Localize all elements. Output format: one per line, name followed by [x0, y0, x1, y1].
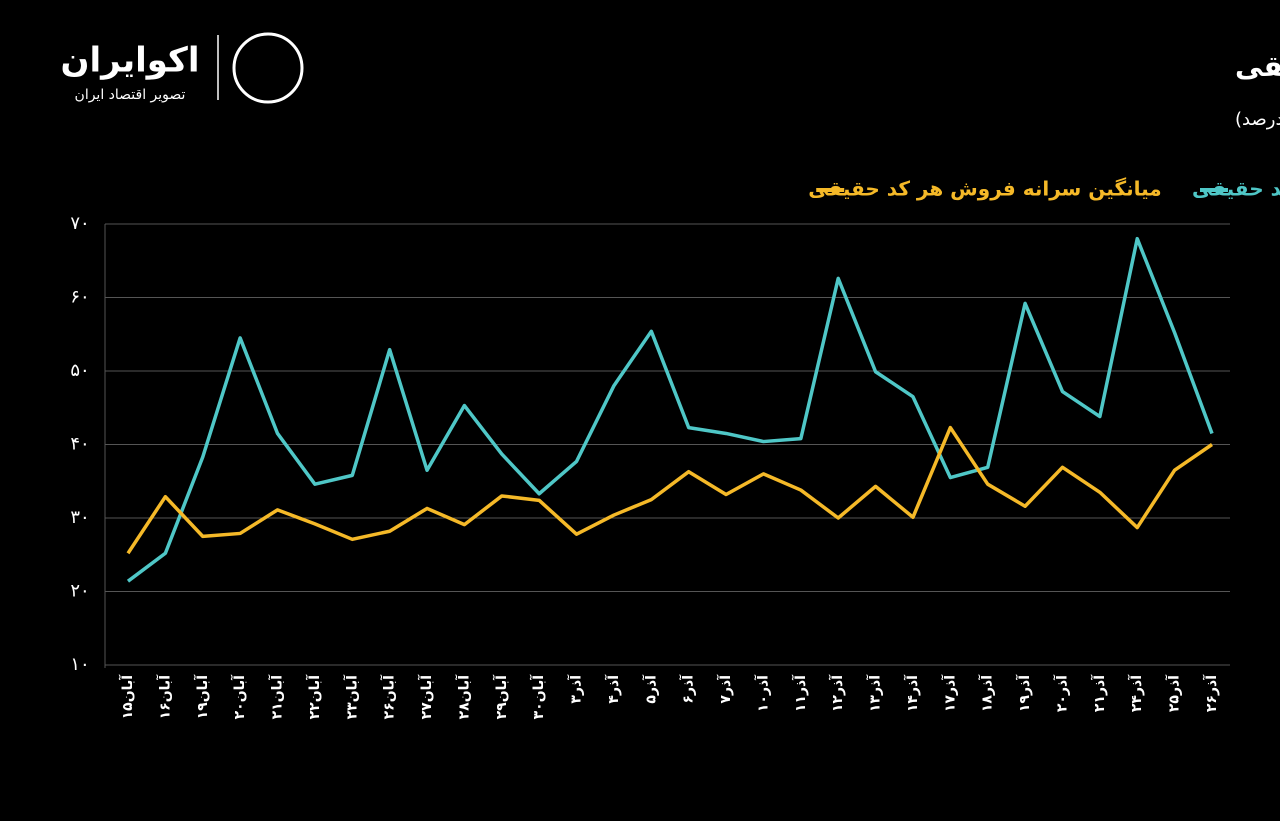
x-tick-label: آبان۲۹: [492, 674, 510, 720]
y-tick-label: ۵۰: [70, 360, 89, 381]
y-tick-label: ۶۰: [70, 287, 89, 308]
x-tick-label: آبان۲۰: [230, 674, 248, 720]
chart-subtitle: (واحد: درصد): [1235, 109, 1280, 130]
x-tick-label: آذر۱۴: [903, 674, 921, 712]
x-tick-label: آبان۲۱: [268, 674, 286, 720]
x-tick-label: آذر۲۱: [1090, 674, 1108, 712]
x-tick-label: آذر۲۶: [1202, 674, 1220, 712]
x-tick-label: آبان۲۳: [342, 674, 360, 720]
x-tick-label: آبان۱۵: [118, 674, 136, 720]
legend-label: میانگین سرانه خرید هر کد حقیقی: [1192, 177, 1280, 201]
series-line: [126, 236, 1214, 583]
x-tick-label: آذر۱۳: [866, 674, 884, 712]
x-tick-label: آذر۵: [641, 674, 659, 704]
x-tick-label: آذر۱۷: [940, 674, 958, 712]
x-tick-label: آذر۱۹: [1015, 674, 1033, 712]
brand-tagline: تصویر اقتصاد ایران: [75, 87, 186, 103]
x-tick-label: آذر۳: [567, 674, 585, 704]
x-tick-label: آبان۲۲: [305, 674, 323, 720]
brand-name: اکوایران: [61, 41, 200, 81]
x-tick-label: آذر۱۱: [791, 674, 809, 712]
y-tick-label: ۲۰: [70, 581, 89, 602]
y-tick-label: ۳۰: [70, 507, 89, 528]
x-tick-label: آذر۴: [604, 674, 622, 704]
x-tick-label: آبان۳۰: [529, 674, 547, 720]
x-tick-label: آذر۶: [679, 674, 697, 704]
y-tick-label: ۴۰: [70, 434, 89, 455]
series-line: [126, 425, 1213, 555]
y-tick-label: ۱۰: [70, 654, 89, 675]
logo-icon: [232, 32, 304, 104]
x-tick-label: آبان۲۷: [417, 674, 435, 720]
x-tick-label: آذر۲۵: [1165, 674, 1183, 712]
x-tick-label: آذر۱۰: [753, 674, 771, 712]
x-tick-label: آبان۱۶: [155, 674, 173, 720]
x-tick-label: آذر۱۸: [978, 674, 996, 712]
x-tick-label: آذر۱۲: [828, 674, 846, 712]
logo: اکوایران تصویر اقتصاد ایران: [61, 32, 304, 104]
x-tick-label: آذر۲۰: [1052, 674, 1070, 712]
y-tick-label: ۷۰: [70, 213, 89, 234]
x-tick-label: آبان۲۸: [454, 674, 472, 720]
x-tick-label: آبان۲۶: [380, 674, 398, 720]
x-tick-label: آذر۲۴: [1127, 674, 1145, 712]
x-tick-label: آذر۷: [716, 674, 734, 704]
x-tick-label: آبان۱۹: [193, 674, 211, 720]
chart-title: روند میانگین روزانه سرانه خرید و فروش هر…: [1235, 50, 1280, 83]
legend-label: میانگین سرانه فروش هر کد حقیقی: [808, 177, 1161, 201]
